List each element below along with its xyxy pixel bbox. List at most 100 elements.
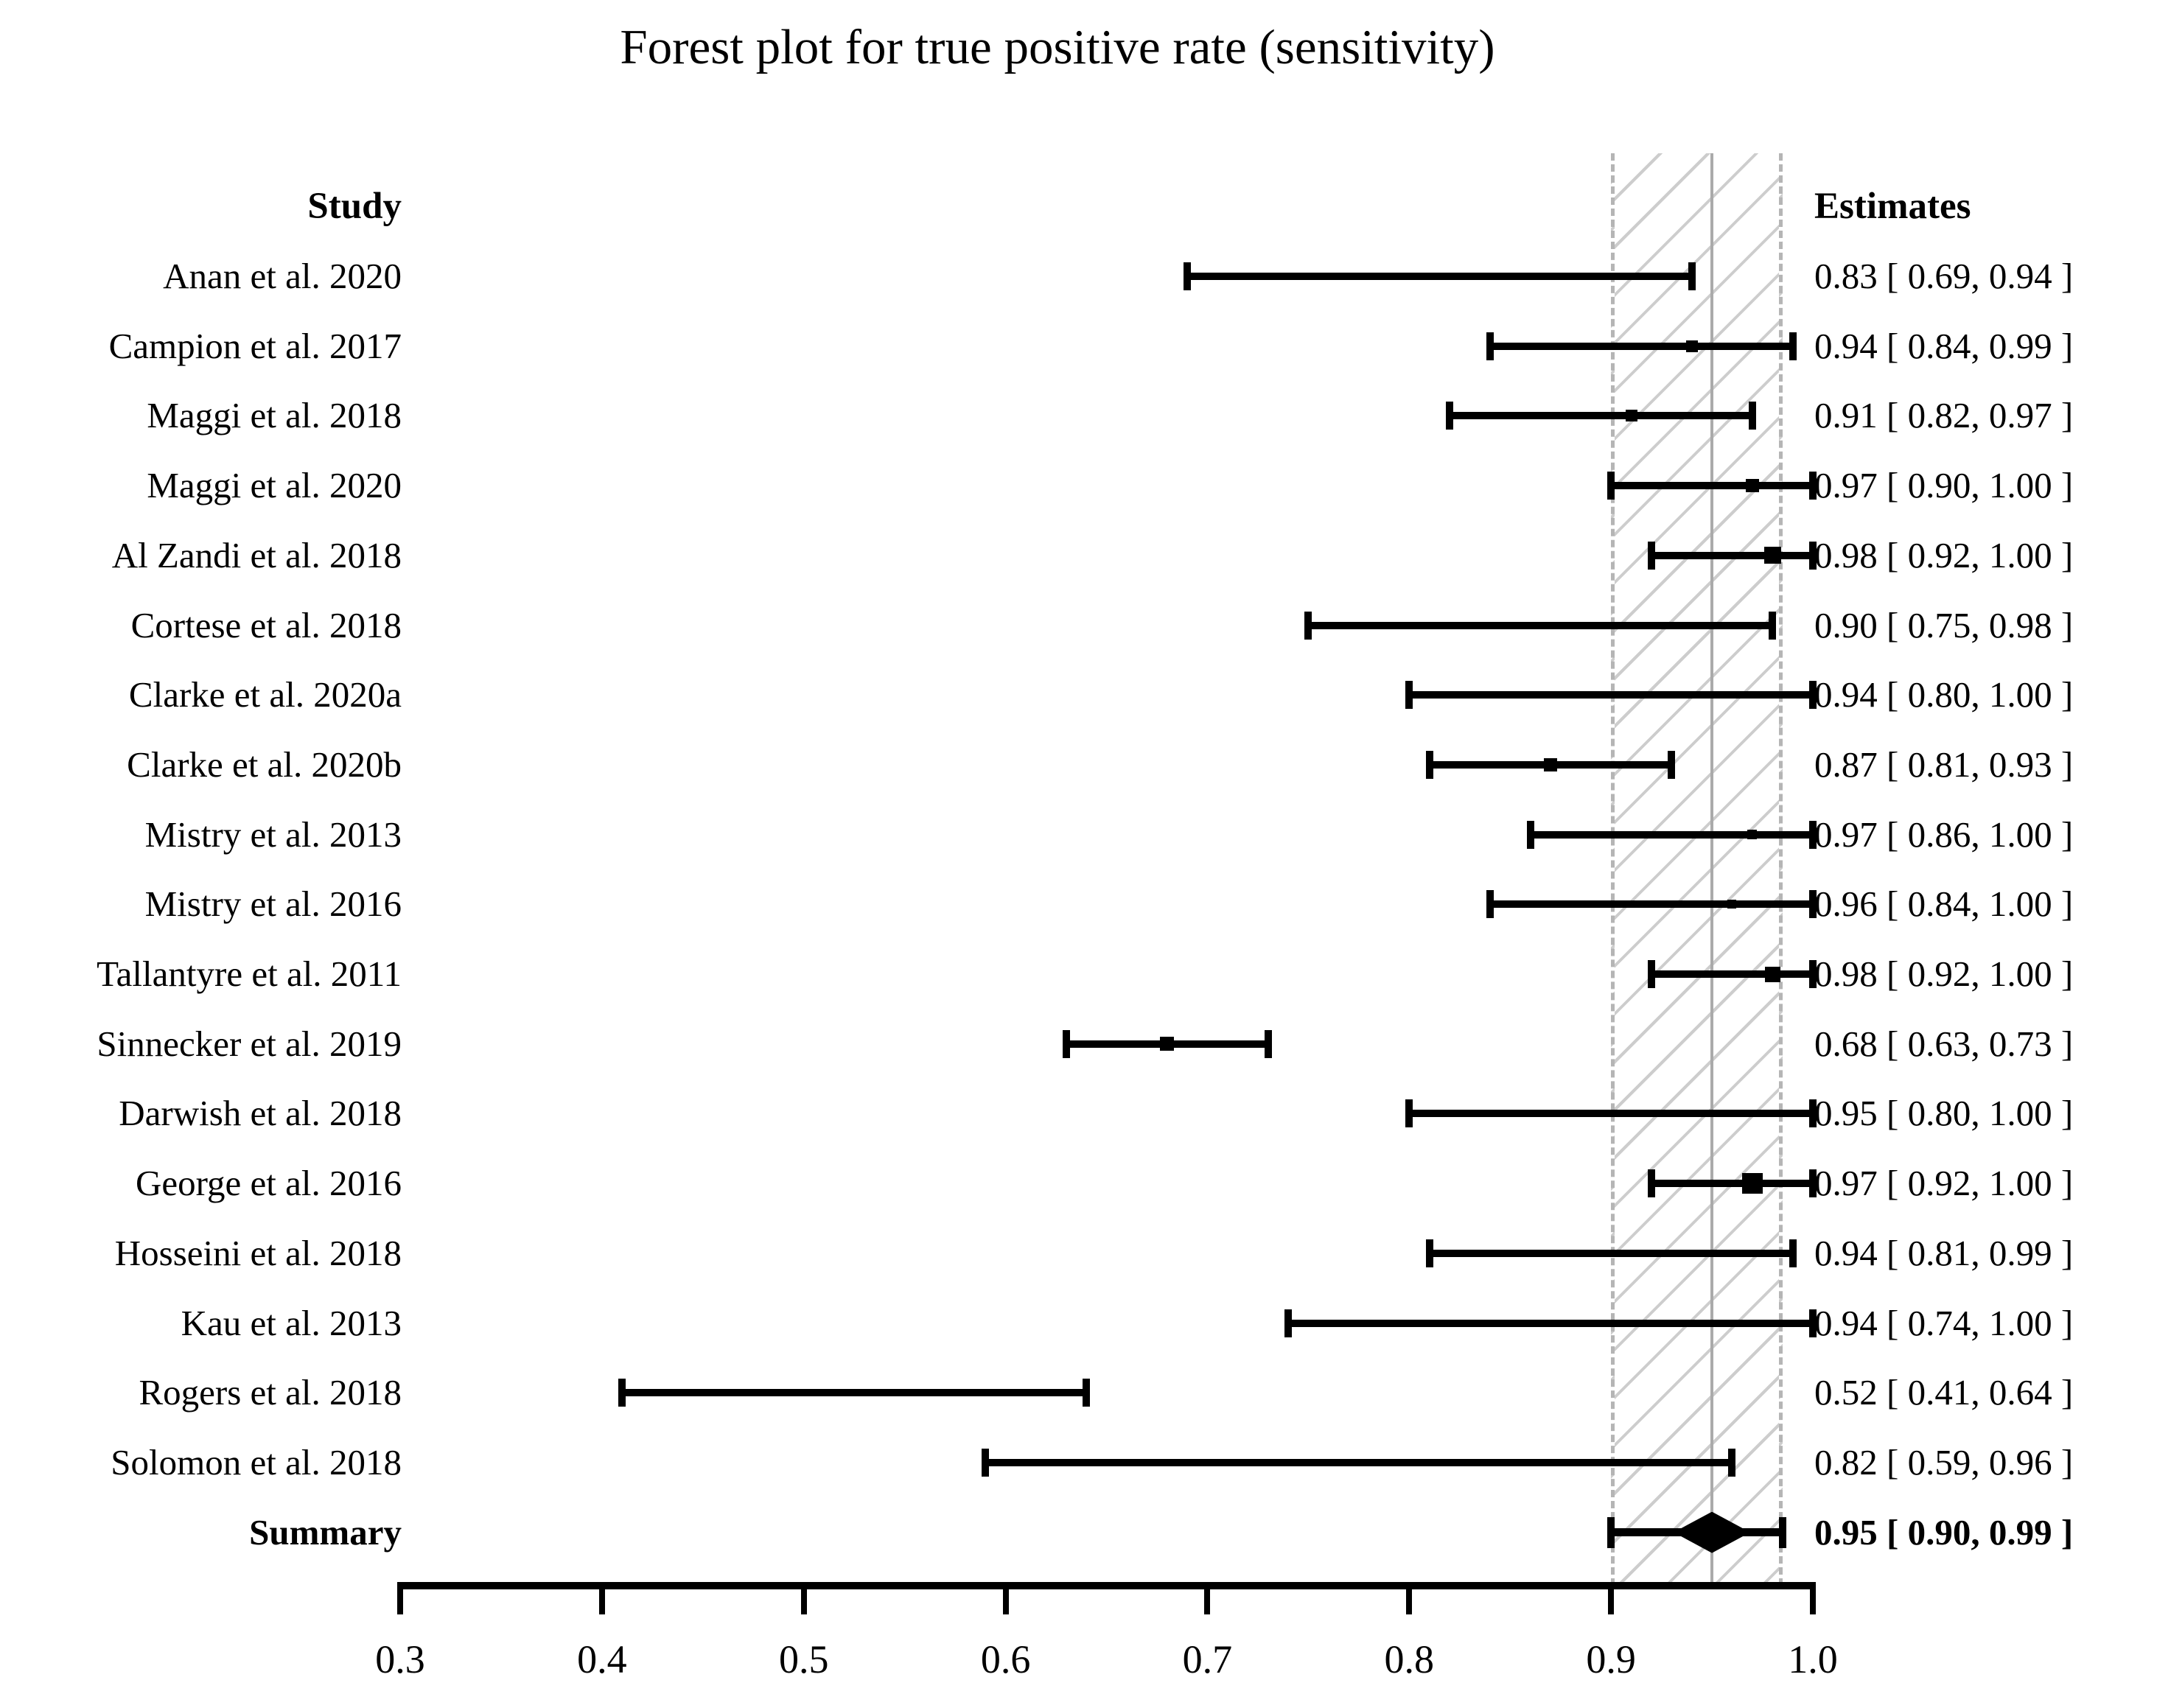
ci-cap-right: [1809, 820, 1817, 849]
x-axis-tick: [800, 1582, 807, 1614]
ci-whisker-line: [1651, 1180, 1813, 1188]
study-label: Mistry et al. 2016: [144, 883, 402, 925]
point-estimate-marker: [1688, 1249, 1696, 1257]
ci-cap-left: [1486, 890, 1494, 919]
ci-whisker-line: [1429, 1249, 1793, 1257]
x-axis-tick: [1608, 1582, 1615, 1614]
summary-ci-band: [1611, 153, 1783, 1586]
point-estimate-marker: [1685, 340, 1698, 352]
point-estimate-marker: [1745, 479, 1759, 493]
ci-whisker-line: [1530, 830, 1813, 839]
ci-cap-left: [1647, 960, 1655, 988]
study-label: Clarke et al. 2020a: [128, 674, 402, 715]
x-axis-tick-label: 1.0: [1788, 1637, 1838, 1681]
ci-whisker-line: [1450, 412, 1752, 420]
ci-cap-left: [618, 1379, 626, 1407]
point-estimate-marker: [1160, 1037, 1175, 1051]
estimate-value: 0.98 [ 0.92, 1.00 ]: [1814, 953, 2074, 994]
estimate-value: 0.98 [ 0.92, 1.00 ]: [1814, 534, 2074, 575]
study-label: Anan et al. 2020: [163, 256, 402, 296]
point-estimate-marker: [1741, 1173, 1763, 1194]
summary-label: Summary: [249, 1511, 402, 1553]
ci-whisker-line: [622, 1389, 1087, 1397]
study-label: George et al. 2016: [135, 1163, 402, 1204]
estimate-value: 0.94 [ 0.74, 1.00 ]: [1814, 1302, 2074, 1343]
x-axis-tick-label: 0.3: [375, 1637, 425, 1681]
ci-cap-right: [1668, 750, 1676, 779]
ci-cap-left: [1425, 1239, 1433, 1267]
ci-whisker-line: [1287, 1319, 1813, 1327]
estimate-value: 0.91 [ 0.82, 0.97 ]: [1814, 395, 2074, 436]
point-estimate-marker: [840, 1389, 847, 1396]
x-axis-tick-label: 0.9: [1586, 1637, 1636, 1681]
x-axis-tick: [1002, 1582, 1009, 1614]
ci-whisker-line: [1409, 1110, 1813, 1118]
point-estimate-marker: [1607, 621, 1615, 629]
point-estimate-marker: [1543, 757, 1557, 771]
point-estimate-marker: [1447, 1460, 1452, 1466]
ci-cap-left: [1607, 472, 1615, 500]
ci-whisker-line: [1187, 273, 1692, 280]
summary-cap-right: [1778, 1516, 1786, 1548]
ci-cap-right: [1748, 402, 1756, 430]
x-axis-tick-label: 0.8: [1384, 1637, 1435, 1681]
point-estimate-marker: [1747, 830, 1758, 840]
summary-cap-left: [1607, 1516, 1615, 1548]
x-axis-tick-label: 0.5: [778, 1637, 829, 1681]
ci-whisker-line: [1651, 970, 1813, 978]
point-estimate-marker: [1466, 273, 1473, 279]
point-estimate-marker: [1763, 547, 1781, 564]
estimate-value: 0.87 [ 0.81, 0.93 ]: [1814, 743, 2074, 785]
estimate-value: 0.94 [ 0.84, 0.99 ]: [1814, 325, 2074, 366]
x-axis-tick: [1406, 1582, 1413, 1614]
x-axis-tick: [397, 1582, 403, 1614]
ci-cap-left: [1062, 1029, 1070, 1058]
ci-cap-right: [1264, 1029, 1272, 1058]
study-label: Campion et al. 2017: [108, 325, 402, 366]
ci-cap-right: [1809, 1169, 1817, 1198]
summary-estimate-value: 0.95 [ 0.90, 0.99 ]: [1814, 1511, 2074, 1553]
estimate-value: 0.94 [ 0.81, 0.99 ]: [1814, 1232, 2074, 1273]
point-estimate-marker: [1688, 1320, 1695, 1326]
ci-cap-left: [1647, 1169, 1655, 1198]
ci-cap-left: [1526, 820, 1534, 849]
point-estimate-marker: [1727, 900, 1737, 909]
study-label: Maggi et al. 2018: [147, 395, 402, 436]
x-axis-tick-label: 0.7: [1182, 1637, 1233, 1681]
estimate-value: 0.82 [ 0.59, 0.96 ]: [1814, 1441, 2074, 1483]
x-axis-tick: [1810, 1582, 1816, 1614]
ci-cap-right: [1728, 1448, 1736, 1477]
ci-whisker-line: [1489, 342, 1793, 350]
study-label: Tallantyre et al. 2011: [97, 953, 402, 994]
study-label: Solomon et al. 2018: [111, 1441, 402, 1483]
ci-cap-right: [1083, 1379, 1091, 1407]
study-label: Mistry et al. 2013: [144, 813, 402, 855]
estimate-value: 0.97 [ 0.92, 1.00 ]: [1814, 1163, 2074, 1204]
study-label: Kau et al. 2013: [181, 1302, 402, 1343]
study-label: Cortese et al. 2018: [130, 604, 402, 645]
ci-cap-right: [1809, 1309, 1817, 1337]
ci-cap-right: [1809, 472, 1817, 500]
study-label: Clarke et al. 2020b: [127, 743, 402, 785]
study-label: Maggi et al. 2020: [147, 465, 402, 506]
x-axis-tick-label: 0.6: [980, 1637, 1031, 1681]
ci-cap-left: [1184, 262, 1192, 290]
point-estimate-marker: [1688, 691, 1696, 699]
ci-cap-left: [1425, 750, 1433, 779]
study-label: Hosseini et al. 2018: [114, 1232, 402, 1273]
point-estimate-marker: [1709, 1110, 1716, 1117]
ci-cap-right: [1809, 1099, 1817, 1128]
ci-cap-right: [1809, 960, 1817, 988]
estimates-column-header: Estimates: [1814, 186, 1971, 227]
x-axis-tick-label: 0.4: [577, 1637, 627, 1681]
ci-cap-left: [1486, 332, 1494, 360]
estimate-value: 0.83 [ 0.69, 0.94 ]: [1814, 256, 2074, 296]
ci-whisker-line: [985, 1458, 1733, 1466]
ci-cap-right: [1809, 541, 1817, 570]
study-label: Darwish et al. 2018: [119, 1093, 402, 1134]
ci-cap-left: [1405, 1099, 1413, 1128]
ci-cap-left: [1405, 681, 1413, 710]
ci-whisker-line: [1409, 691, 1813, 699]
point-estimate-marker: [1764, 966, 1780, 982]
ci-whisker-line: [1651, 551, 1813, 559]
